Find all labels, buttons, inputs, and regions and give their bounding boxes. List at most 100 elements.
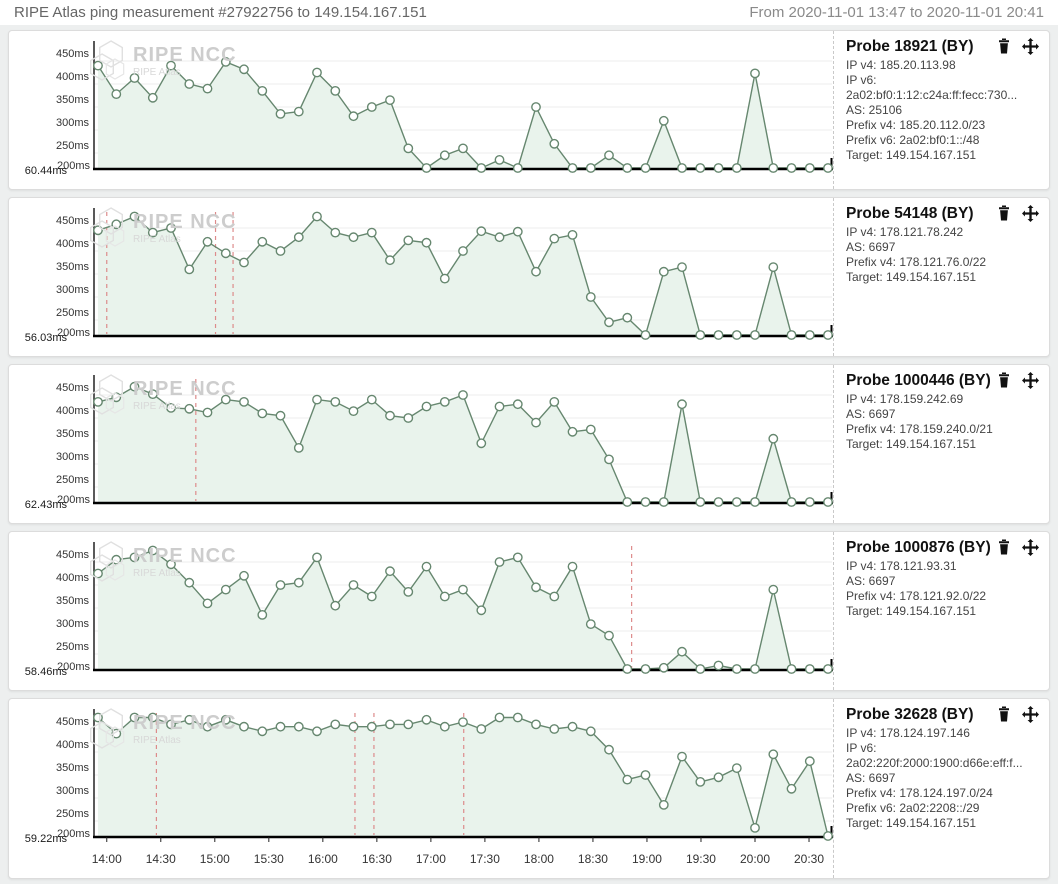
y-tick-label: 250ms xyxy=(55,808,89,820)
probe-title: Probe 18921 (BY) xyxy=(846,38,974,55)
move-probe-button[interactable] xyxy=(1022,205,1039,222)
probe-info-line: IP v6: xyxy=(846,741,877,755)
y-axis-labels: 450ms 400ms 350ms 300ms 250ms 200ms 59.2… xyxy=(9,705,93,845)
y-tick-label: 400ms xyxy=(55,405,89,417)
probe-info-line: AS: 6697 xyxy=(846,574,896,588)
x-tick-label: 15:00 xyxy=(199,852,230,866)
probe-info-line: AS: 25106 xyxy=(846,103,903,117)
latency-chart-svg[interactable] xyxy=(93,538,833,678)
delete-probe-button[interactable] xyxy=(995,372,1012,389)
probe-info-line: AS: 6697 xyxy=(846,771,896,785)
latency-chart[interactable]: RIPE NCC RIPE Atlas xyxy=(90,204,833,344)
y-axis-labels: 450ms 400ms 350ms 300ms 250ms 200ms 62.4… xyxy=(9,371,93,511)
x-tick-label: 14:00 xyxy=(91,852,122,866)
measurement-title: RIPE Atlas ping measurement #27922756 to… xyxy=(14,4,427,21)
trash-icon xyxy=(998,205,1009,221)
latency-chart[interactable]: RIPE NCC RIPE Atlas xyxy=(90,705,833,845)
y-tick-label: 200ms xyxy=(56,661,90,673)
probe-info-line: IP v4: 185.20.113.98 xyxy=(846,58,956,72)
min-latency-label: 62.43ms xyxy=(24,499,67,511)
move-icon xyxy=(1022,372,1039,389)
chart-zone: 450ms 400ms 350ms 300ms 250ms 200ms 59.2… xyxy=(9,699,833,878)
trash-icon xyxy=(998,539,1009,555)
y-tick-label: 350ms xyxy=(55,595,89,607)
probe-info-line: Target: 149.154.167.151 xyxy=(846,437,977,451)
x-tick-label: 18:00 xyxy=(523,852,554,866)
y-tick-label: 350ms xyxy=(55,94,89,106)
probe-info-line: Target: 149.154.167.151 xyxy=(846,604,977,618)
delete-probe-button[interactable] xyxy=(995,38,1012,55)
x-tick-label: 20:00 xyxy=(739,852,771,866)
y-tick-label: 300ms xyxy=(55,785,89,797)
move-probe-button[interactable] xyxy=(1022,372,1039,389)
x-tick-label: 14:30 xyxy=(145,852,176,866)
chart-zone: 450ms 400ms 350ms 300ms 250ms 200ms 56.0… xyxy=(9,198,833,356)
y-tick-label: 400ms xyxy=(55,238,89,250)
latency-chart-svg[interactable] xyxy=(93,705,833,845)
move-probe-button[interactable] xyxy=(1022,539,1039,556)
move-icon xyxy=(1022,539,1039,556)
probe-info: Probe 32628 (BY) IP v4: 178.124.197.146 I… xyxy=(833,699,1049,878)
probe-panel: 450ms 400ms 350ms 300ms 250ms 200ms 56.0… xyxy=(8,197,1050,357)
move-icon xyxy=(1022,38,1039,55)
probe-title: Probe 1000446 (BY) xyxy=(846,372,991,389)
x-tick-label: 16:00 xyxy=(307,852,338,866)
probe-panels-list: 450ms 400ms 350ms 300ms 250ms 200ms 60.4… xyxy=(0,30,1058,879)
x-tick-label: 16:30 xyxy=(361,852,392,866)
y-tick-label: 300ms xyxy=(55,284,89,296)
probe-info-line: Prefix v4: 185.20.112.0/23 xyxy=(846,118,986,132)
chart-zone: 450ms 400ms 350ms 300ms 250ms 200ms 58.4… xyxy=(9,532,833,690)
y-tick-label: 200ms xyxy=(56,327,90,339)
y-axis-labels: 450ms 400ms 350ms 300ms 250ms 200ms 58.4… xyxy=(9,538,93,678)
probe-info: Probe 18921 (BY) IP v4: 185.20.113.98 IP … xyxy=(833,31,1049,189)
probe-info-lines: IP v4: 178.121.78.242 AS: 6697 Prefix v4: … xyxy=(846,225,1041,285)
latency-chart[interactable]: RIPE NCC RIPE Atlas xyxy=(90,538,833,678)
probe-info-line: IP v6: xyxy=(846,73,877,87)
probe-title: Probe 1000876 (BY) xyxy=(846,539,991,556)
latency-chart-svg[interactable] xyxy=(93,371,833,511)
probe-info-line: AS: 6697 xyxy=(846,407,896,421)
min-latency-label: 58.46ms xyxy=(24,666,67,678)
y-tick-label: 250ms xyxy=(55,307,89,319)
latency-chart[interactable]: RIPE NCC RIPE Atlas xyxy=(90,37,833,177)
probe-info-line: Prefix v6: 2a02:2208::/29 xyxy=(846,801,980,815)
x-tick-label: 17:00 xyxy=(415,852,446,866)
delete-probe-button[interactable] xyxy=(995,539,1012,556)
x-axis-labels: 14:00 14:30 15:00 15:30 16:00 16:30 17:00 17:30… xyxy=(91,849,833,871)
x-tick-label: 19:30 xyxy=(685,852,716,866)
probe-info-line: IP v4: 178.159.242.69 xyxy=(846,392,964,406)
probe-info-line: IP v4: 178.124.197.146 xyxy=(846,726,970,740)
delete-probe-button[interactable] xyxy=(995,706,1012,723)
y-tick-label: 450ms xyxy=(55,48,89,60)
y-axis-labels: 450ms 400ms 350ms 300ms 250ms 200ms 60.4… xyxy=(9,37,93,177)
delete-probe-button[interactable] xyxy=(995,205,1012,222)
probe-info: Probe 1000446 (BY) IP v4: 178.159.242.69… xyxy=(833,365,1049,523)
chart-zone: 450ms 400ms 350ms 300ms 250ms 200ms 60.4… xyxy=(9,31,833,189)
probe-title: Probe 54148 (BY) xyxy=(846,205,974,222)
min-latency-label: 59.22ms xyxy=(24,833,67,845)
probe-info-line: Prefix v4: 178.159.240.0/21 xyxy=(846,422,993,436)
latency-chart-svg[interactable] xyxy=(93,37,833,177)
move-icon xyxy=(1022,205,1039,222)
probe-info-lines: IP v4: 178.121.93.31 AS: 6697 Prefix v4: 1… xyxy=(846,559,1041,619)
y-tick-label: 250ms xyxy=(55,140,89,152)
y-tick-label: 200ms xyxy=(56,160,90,172)
probe-panel: 450ms 400ms 350ms 300ms 250ms 200ms 60.4… xyxy=(8,30,1050,190)
probe-info-line: Prefix v4: 178.121.76.0/22 xyxy=(846,255,987,269)
trash-icon xyxy=(998,706,1009,722)
move-probe-button[interactable] xyxy=(1022,706,1039,723)
probe-panel: 450ms 400ms 350ms 300ms 250ms 200ms 58.4… xyxy=(8,531,1050,691)
y-tick-label: 400ms xyxy=(55,71,89,83)
probe-info-line: Target: 149.154.167.151 xyxy=(846,270,977,284)
y-tick-label: 450ms xyxy=(55,716,89,728)
latency-chart-svg[interactable] xyxy=(93,204,833,344)
y-tick-label: 400ms xyxy=(55,739,89,751)
probe-info-line: Prefix v4: 178.121.92.0/22 xyxy=(846,589,987,603)
y-tick-label: 250ms xyxy=(55,474,89,486)
trash-icon xyxy=(998,38,1009,54)
latency-chart[interactable]: RIPE NCC RIPE Atlas xyxy=(90,371,833,511)
y-tick-label: 200ms xyxy=(56,828,90,840)
probe-info-line: 2a02:220f:2000:1900:d66e:eff:f... xyxy=(846,756,1023,770)
min-latency-label: 56.03ms xyxy=(24,332,67,344)
move-probe-button[interactable] xyxy=(1022,38,1039,55)
